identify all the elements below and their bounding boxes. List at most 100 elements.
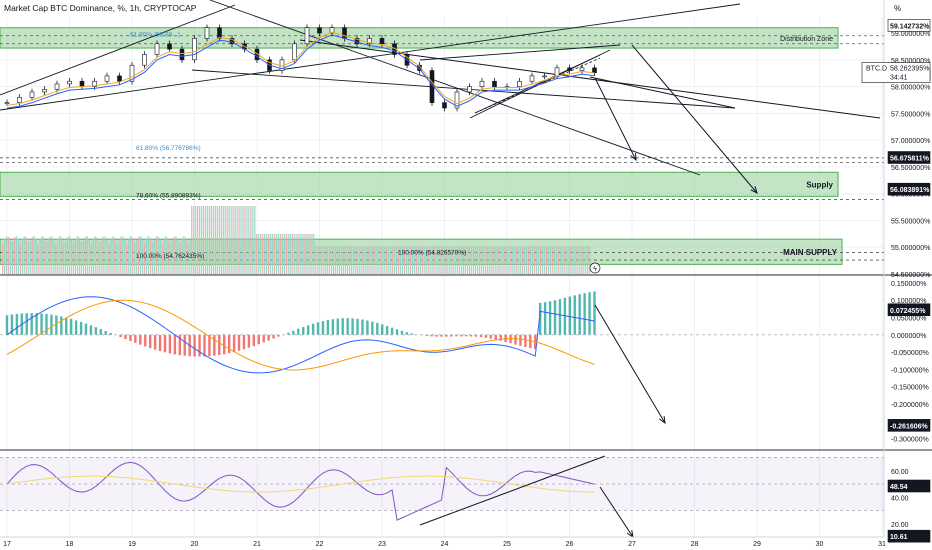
macd-histogram-bar [74,320,78,335]
macd-histogram-bar [524,334,527,347]
volume-bar [368,246,370,274]
volume-bar [464,246,467,274]
price-layer [4,24,597,112]
trendline [0,4,236,96]
volume-bar [319,246,321,274]
volume-bar [366,246,368,274]
volume-bar [427,246,429,274]
macd-histogram-bar [25,313,28,335]
candle-body [367,38,372,45]
candle-body [467,86,472,93]
volume-bar [41,236,43,274]
ma-line-orange [6,31,595,106]
volume-bar [226,206,228,274]
macd-histogram-bar [297,328,300,335]
macd-histogram-bar [484,334,488,338]
volume-bar [372,246,374,274]
volume-bar [524,246,526,274]
value-badge [887,19,931,32]
volume-bar [96,237,98,274]
macd-histogram-bar [257,334,260,345]
candle-body [579,67,585,71]
macd-histogram-bar [198,334,201,357]
candle-body [317,27,322,34]
volume-bar [569,246,571,274]
volume-bar [315,246,317,274]
volume-bar [527,246,530,274]
macd-histogram-bar [10,314,14,335]
volume-bar [360,246,362,274]
volume-bar [348,246,351,274]
volume-bar [31,236,33,274]
volume-bar [439,246,441,274]
macd-line [6,296,595,374]
volume-bar [435,246,437,274]
volume-bar [330,246,333,274]
macd-histogram-bar [538,302,542,335]
candle-body [304,27,310,45]
volume-bar [283,234,286,274]
volume-bar [193,206,195,274]
candle-body [442,102,447,109]
axis-tick-label: -0.050000% [891,350,929,357]
volume-bar [429,246,431,274]
macd-histogram-bar [35,313,38,335]
volume-bar [419,246,421,274]
volume-bar [130,236,132,274]
volume-bar [15,236,18,274]
candle-body [217,27,222,39]
volume-bar [486,246,488,274]
signal-line [6,299,595,371]
volume-bar [135,240,138,274]
macd-histogram-bar [15,313,19,335]
volume-bar [281,234,284,274]
bolt-icon [589,262,601,274]
fib-label: 61.80% (58.89...) [130,32,180,39]
projection-arrow [599,486,634,538]
macd-histogram-bar [573,295,576,335]
candle-body [342,27,347,39]
volume-bar [573,246,575,274]
volume-bar [378,246,380,274]
volume-bar [224,206,226,274]
volume-bar [57,238,59,274]
candle-body [79,80,85,87]
value-badge-text: 10.61 [890,534,908,541]
volume-bar [474,246,477,274]
unit-label[interactable]: % [894,4,901,13]
zone-rect [0,171,839,197]
volume-bar [344,246,347,274]
volume-bar [567,246,569,274]
volume-bar [155,236,157,274]
macd-histogram-bar [400,330,404,335]
volume-bar [478,246,481,274]
volume-bar [541,246,544,274]
volume-bar [537,246,540,274]
volume-bar [417,246,419,274]
macd-histogram-bar [292,330,295,335]
volume-bar [413,246,416,274]
volume-bar [409,246,412,274]
volume-bar [244,206,246,274]
volume-bar [506,246,508,274]
candle-body [192,38,197,61]
macd-histogram-bar [89,325,93,335]
x-tick-label: 30 [816,541,824,548]
volume-bar [545,246,548,274]
volume-bar [449,246,451,274]
candle-body [567,67,572,71]
volume-bar [502,246,504,274]
macd-histogram-bar [247,334,251,348]
volume-bar [175,236,177,274]
volume-bar [305,234,307,274]
volume-bar [301,234,303,274]
macd-histogram-bar [390,327,394,335]
projection-arrow [594,304,666,424]
volume-bar [447,246,449,274]
volume-bar [204,206,207,274]
macd-histogram-bar [479,334,483,338]
volume-bar [262,234,264,274]
volume-bar [165,236,167,274]
volume-bar [468,246,471,274]
